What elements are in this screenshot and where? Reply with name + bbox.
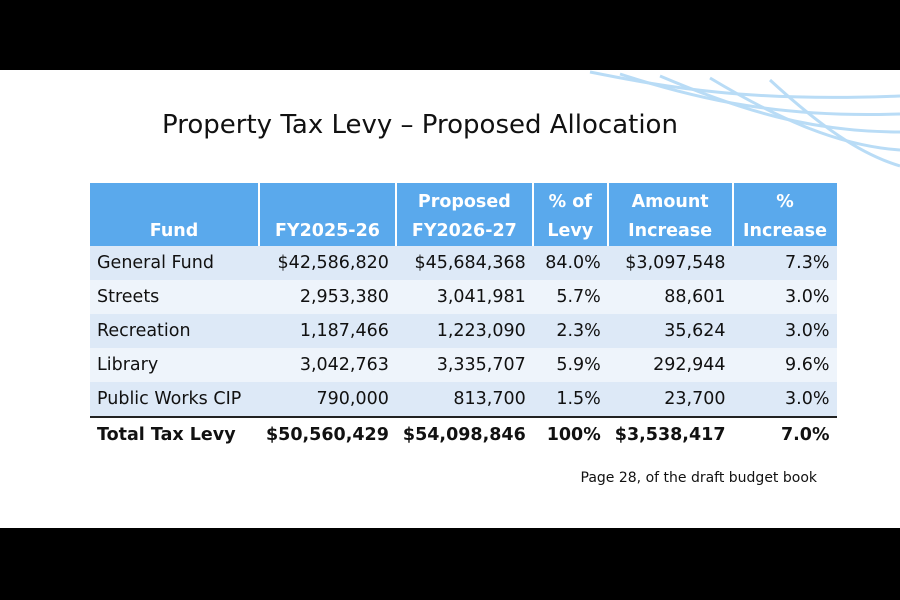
cell-pct-levy: 5.9% bbox=[532, 348, 608, 382]
slide-title: Property Tax Levy – Proposed Allocation bbox=[162, 110, 678, 140]
cell-amount-increase: 88,601 bbox=[607, 280, 733, 314]
cell-pct-levy: 2.3% bbox=[532, 314, 608, 348]
cell-pct-increase: 9.6% bbox=[732, 348, 837, 382]
cell-fy2025-26: 2,953,380 bbox=[259, 280, 396, 314]
table-row: General Fund $42,586,820 $45,684,368 84.… bbox=[90, 246, 837, 280]
cell-fy2025-26: $50,560,429 bbox=[259, 416, 396, 452]
cell-pct-increase: 3.0% bbox=[732, 382, 837, 417]
cell-fy2026-27: 1,223,090 bbox=[395, 314, 533, 348]
cell-amount-increase: $3,097,548 bbox=[607, 246, 733, 280]
levy-table: Fund FY2025-26 Proposed FY2026-27 % of Lev… bbox=[90, 183, 837, 452]
cell-fund: Streets bbox=[90, 280, 259, 314]
cell-pct-increase: 3.0% bbox=[732, 314, 837, 348]
cell-pct-levy: 5.7% bbox=[532, 280, 608, 314]
cell-fy2026-27: $45,684,368 bbox=[395, 246, 533, 280]
cell-amount-increase: 23,700 bbox=[607, 382, 733, 417]
table-row: Streets 2,953,380 3,041,981 5.7% 88,601 … bbox=[90, 280, 837, 314]
decorative-waves bbox=[589, 70, 900, 168]
cell-amount-increase: 292,944 bbox=[607, 348, 733, 382]
cell-pct-levy: 84.0% bbox=[532, 246, 608, 280]
cell-fy2025-26: 3,042,763 bbox=[259, 348, 396, 382]
slide: Property Tax Levy – Proposed Allocation … bbox=[0, 70, 900, 528]
header-fund: Fund bbox=[90, 183, 259, 246]
cell-fy2025-26: 790,000 bbox=[259, 382, 396, 417]
cell-pct-increase: 7.0% bbox=[732, 416, 837, 452]
header-proposed-fy2026-27: Proposed FY2026-27 bbox=[394, 183, 533, 246]
cell-amount-increase: 35,624 bbox=[607, 314, 733, 348]
table-header-row: Fund FY2025-26 Proposed FY2026-27 % of Lev… bbox=[90, 183, 837, 246]
total-row: Total Tax Levy $50,560,429 $54,098,846 1… bbox=[90, 416, 837, 452]
cell-fy2026-27: 3,335,707 bbox=[395, 348, 533, 382]
cell-pct-levy: 1.5% bbox=[532, 382, 608, 417]
cell-fy2025-26: $42,586,820 bbox=[259, 246, 396, 280]
cell-pct-levy: 100% bbox=[532, 416, 608, 452]
cell-amount-increase: $3,538,417 bbox=[607, 416, 733, 452]
cell-fund: Recreation bbox=[90, 314, 259, 348]
cell-fy2025-26: 1,187,466 bbox=[259, 314, 396, 348]
footnote: Page 28, of the draft budget book bbox=[580, 470, 817, 486]
cell-fy2026-27: $54,098,846 bbox=[395, 416, 533, 452]
cell-fund: Public Works CIP bbox=[90, 382, 259, 417]
header-fy2025-26: FY2025-26 bbox=[258, 183, 396, 246]
table-row: Public Works CIP 790,000 813,700 1.5% 23… bbox=[90, 382, 837, 417]
cell-pct-increase: 7.3% bbox=[732, 246, 837, 280]
header-amount-increase: Amount Increase bbox=[606, 183, 733, 246]
cell-pct-increase: 3.0% bbox=[732, 280, 837, 314]
header-pct-increase: % Increase bbox=[731, 183, 837, 246]
cell-fund: Library bbox=[90, 348, 259, 382]
cell-fy2026-27: 3,041,981 bbox=[395, 280, 533, 314]
cell-fy2026-27: 813,700 bbox=[395, 382, 533, 417]
header-pct-of-levy: % of Levy bbox=[531, 183, 608, 246]
table-row: Library 3,042,763 3,335,707 5.9% 292,944… bbox=[90, 348, 837, 382]
table-row: Recreation 1,187,466 1,223,090 2.3% 35,6… bbox=[90, 314, 837, 348]
cell-fund: Total Tax Levy bbox=[90, 416, 259, 452]
cell-fund: General Fund bbox=[90, 246, 259, 280]
